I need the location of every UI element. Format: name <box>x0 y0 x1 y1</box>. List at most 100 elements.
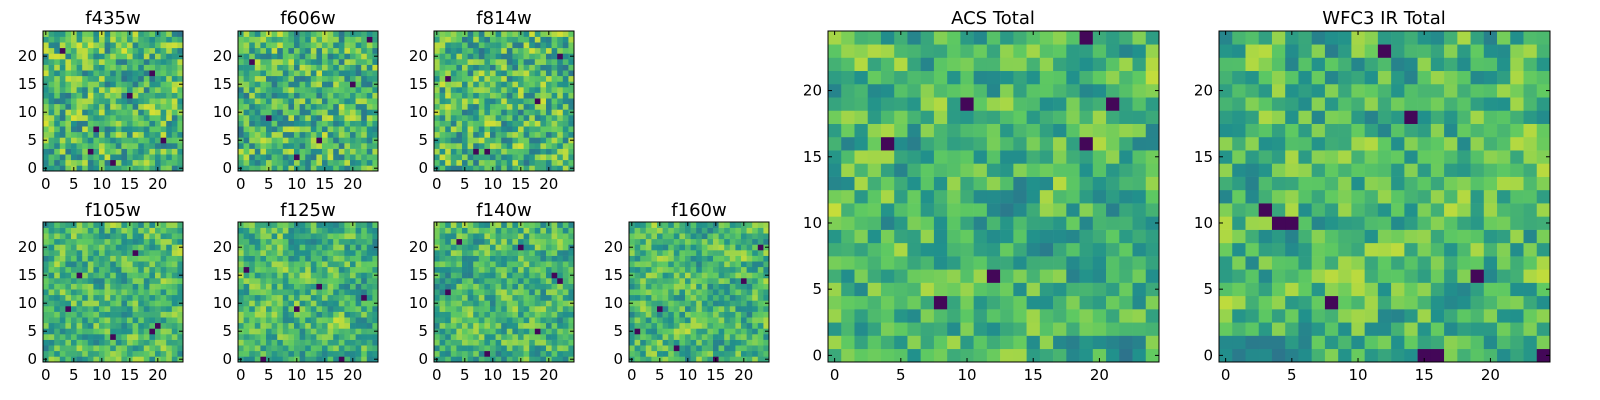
heatmap-cell <box>546 103 552 110</box>
heatmap-cell <box>662 222 669 228</box>
heatmap-cell <box>450 233 457 240</box>
heatmap-cell <box>277 238 284 245</box>
heatmap-cell <box>828 256 842 270</box>
heatmap-cell <box>333 283 340 290</box>
heatmap-cell <box>518 334 524 340</box>
heatmap-cell <box>166 306 173 312</box>
heatmap-cell <box>54 131 61 138</box>
heatmap-cell <box>557 317 564 324</box>
heatmap-cell <box>757 350 764 357</box>
heatmap-cell <box>65 356 72 363</box>
heatmap-cell <box>54 244 61 251</box>
heatmap-cell <box>82 317 89 324</box>
heatmap-cell <box>149 317 156 324</box>
heatmap-cell <box>266 283 272 290</box>
heatmap-cell <box>757 283 764 290</box>
heatmap-cell <box>880 269 895 283</box>
heatmap-cell <box>43 266 49 273</box>
heatmap-cell <box>59 87 66 93</box>
heatmap-cell <box>282 137 289 144</box>
heatmap-cell <box>160 266 167 273</box>
heatmap-cell <box>99 75 105 82</box>
heatmap-cell <box>478 306 485 312</box>
heatmap-cell <box>568 255 575 262</box>
heatmap-cell <box>696 250 703 256</box>
heatmap-cell <box>361 98 368 105</box>
heatmap-cell <box>149 70 156 77</box>
heatmap-cell <box>299 289 306 296</box>
heatmap-cell <box>271 53 278 60</box>
heatmap-cell <box>551 345 558 352</box>
heatmap-cell <box>512 261 519 268</box>
heatmap-cell <box>657 250 663 256</box>
heatmap-cell <box>439 289 446 296</box>
heatmap-cell <box>512 81 519 88</box>
heatmap-cell <box>82 165 89 172</box>
heatmap-cell <box>327 81 334 88</box>
heatmap-cell <box>1119 216 1133 230</box>
heatmap-cell <box>473 154 480 161</box>
x-tick-label: 5 <box>69 175 79 193</box>
heatmap-cell <box>1145 309 1160 323</box>
heatmap-cell <box>65 70 72 77</box>
heatmap-cell <box>155 42 161 49</box>
heatmap-cell <box>327 339 334 346</box>
heatmap-cell <box>361 81 368 88</box>
heatmap-cell <box>673 311 680 318</box>
heatmap-cell <box>366 227 373 234</box>
heatmap-cell <box>540 311 547 318</box>
heatmap-cell <box>986 335 1001 350</box>
heatmap-cell <box>506 227 513 234</box>
heatmap-cell <box>685 334 691 340</box>
heatmap-cell <box>1039 322 1054 336</box>
heatmap-cell <box>54 227 61 234</box>
heatmap-cell <box>54 103 61 110</box>
heatmap-cell <box>1145 322 1160 336</box>
heatmap-cell <box>445 165 452 172</box>
heatmap-cell <box>127 266 133 273</box>
heatmap-cell <box>333 238 340 245</box>
heatmap-cell <box>439 272 446 279</box>
heatmap-cell <box>299 137 306 144</box>
x-tick-label: 0 <box>627 366 637 384</box>
heatmap-cell <box>238 255 244 262</box>
heatmap-cell <box>657 278 663 284</box>
heatmap-cell <box>127 278 133 284</box>
heatmap-cell <box>48 244 55 251</box>
heatmap-cell <box>59 120 66 127</box>
heatmap-cell <box>166 339 173 346</box>
heatmap-cell <box>71 131 77 138</box>
heatmap-cell <box>149 115 156 121</box>
heatmap-cell <box>155 120 161 127</box>
heatmap-cell <box>506 31 513 37</box>
heatmap-cell <box>662 227 669 234</box>
heatmap-cell <box>1119 256 1133 270</box>
heatmap-cell <box>282 87 289 93</box>
heatmap-cell <box>132 154 139 161</box>
heatmap-cell <box>456 115 463 121</box>
heatmap-cell <box>534 120 541 127</box>
heatmap-cell <box>355 272 362 279</box>
heatmap-cell <box>76 75 83 82</box>
y-tick-label: 5 <box>27 322 37 340</box>
heatmap-cell <box>484 294 491 301</box>
heatmap-cell <box>434 289 440 296</box>
heatmap-cell <box>132 322 139 329</box>
heatmap-cell <box>254 339 261 346</box>
heatmap-cell <box>735 294 742 301</box>
heatmap-cell <box>546 64 552 71</box>
heatmap-cell <box>729 294 736 301</box>
heatmap-cell <box>43 148 49 155</box>
heatmap-cell <box>76 131 83 138</box>
heatmap-cell <box>76 289 83 296</box>
heatmap-cell <box>986 242 1001 257</box>
heatmap-cell <box>99 261 105 268</box>
heatmap-cell <box>271 334 278 340</box>
heatmap-cell <box>160 92 167 99</box>
heatmap-cell <box>478 31 485 37</box>
heatmap-cell <box>920 335 935 350</box>
heatmap-cell <box>1079 242 1094 257</box>
heatmap-cell <box>322 42 328 49</box>
heatmap-cell <box>48 159 55 166</box>
heatmap-cell <box>372 115 379 121</box>
